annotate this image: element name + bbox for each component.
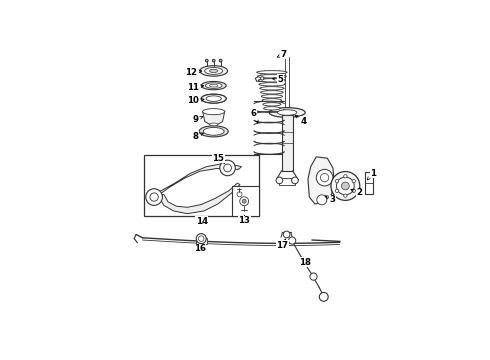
Ellipse shape: [203, 127, 224, 135]
Ellipse shape: [277, 110, 297, 115]
Circle shape: [337, 177, 354, 195]
Ellipse shape: [210, 123, 218, 126]
Ellipse shape: [210, 84, 218, 87]
Polygon shape: [158, 183, 240, 214]
Text: 13: 13: [239, 216, 250, 225]
Ellipse shape: [269, 108, 305, 117]
Circle shape: [276, 177, 283, 184]
Polygon shape: [160, 164, 242, 194]
Bar: [365, 172, 373, 194]
Circle shape: [343, 175, 347, 178]
Circle shape: [283, 231, 290, 238]
Circle shape: [335, 179, 339, 183]
Polygon shape: [308, 157, 334, 204]
Ellipse shape: [261, 95, 283, 98]
Bar: [145, 156, 259, 216]
Ellipse shape: [205, 83, 222, 89]
Circle shape: [352, 179, 355, 183]
Polygon shape: [203, 111, 225, 125]
Circle shape: [292, 177, 298, 184]
Circle shape: [310, 273, 317, 280]
Circle shape: [212, 59, 215, 62]
Ellipse shape: [257, 75, 286, 78]
Circle shape: [198, 236, 204, 242]
Ellipse shape: [261, 91, 283, 94]
Text: 11: 11: [188, 83, 204, 92]
Ellipse shape: [258, 78, 286, 82]
Text: 10: 10: [188, 96, 204, 105]
Text: 6: 6: [251, 109, 258, 123]
Circle shape: [342, 182, 349, 190]
Circle shape: [289, 237, 296, 244]
Bar: [282, 115, 293, 171]
Bar: [279, 177, 295, 185]
Text: 15: 15: [213, 154, 224, 163]
Ellipse shape: [264, 107, 280, 110]
Ellipse shape: [257, 71, 287, 74]
Circle shape: [146, 189, 162, 205]
Text: 5: 5: [272, 75, 283, 84]
Circle shape: [319, 292, 328, 301]
Ellipse shape: [260, 87, 284, 90]
Circle shape: [237, 192, 242, 197]
Circle shape: [261, 77, 264, 80]
Ellipse shape: [262, 99, 282, 102]
Circle shape: [242, 199, 246, 203]
Ellipse shape: [199, 126, 228, 137]
Circle shape: [240, 197, 248, 206]
Ellipse shape: [206, 96, 221, 102]
Ellipse shape: [200, 66, 227, 76]
Text: 14: 14: [196, 216, 208, 226]
Circle shape: [316, 169, 333, 186]
Ellipse shape: [259, 83, 285, 86]
Text: 16: 16: [194, 244, 206, 253]
Circle shape: [150, 193, 158, 201]
Ellipse shape: [201, 81, 226, 90]
Text: 4: 4: [295, 115, 307, 126]
Circle shape: [205, 59, 208, 62]
Text: 17: 17: [276, 239, 289, 249]
Circle shape: [343, 194, 347, 197]
Ellipse shape: [263, 103, 281, 106]
Ellipse shape: [201, 94, 226, 103]
Text: 9: 9: [193, 115, 203, 124]
Text: 18: 18: [299, 257, 311, 267]
Text: 1: 1: [368, 169, 376, 180]
Text: 3: 3: [325, 195, 336, 204]
Circle shape: [219, 59, 222, 62]
Circle shape: [331, 172, 360, 201]
Text: 2: 2: [351, 188, 362, 197]
Ellipse shape: [205, 67, 223, 75]
Ellipse shape: [203, 109, 225, 115]
Bar: [232, 186, 259, 216]
Circle shape: [352, 189, 355, 193]
Text: 12: 12: [186, 68, 202, 77]
Circle shape: [317, 195, 327, 205]
Circle shape: [220, 160, 235, 176]
Circle shape: [223, 164, 231, 172]
Text: 8: 8: [193, 131, 203, 140]
Circle shape: [196, 234, 206, 244]
Bar: [196, 238, 207, 244]
Circle shape: [320, 174, 329, 182]
Text: 7: 7: [277, 50, 287, 59]
Circle shape: [335, 189, 339, 193]
Ellipse shape: [210, 69, 218, 73]
